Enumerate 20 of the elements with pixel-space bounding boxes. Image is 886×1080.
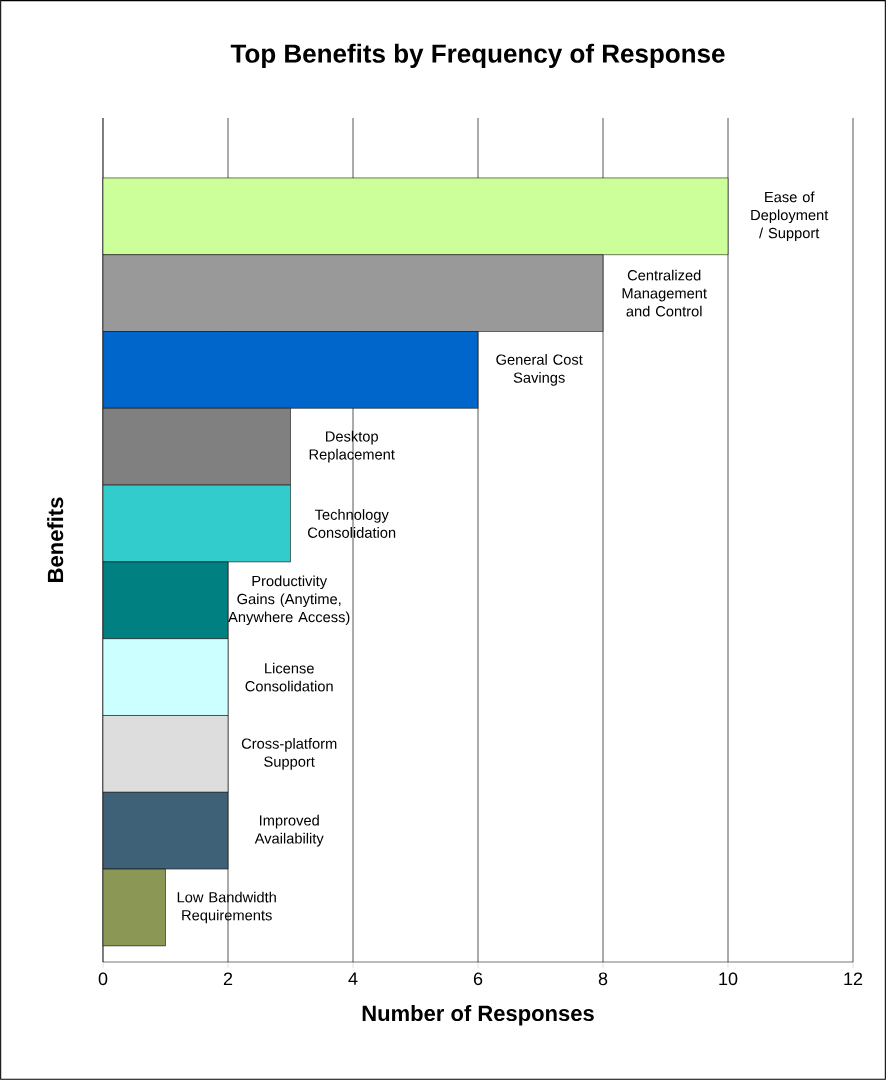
x-tick-label: 8 — [598, 972, 608, 986]
y-tick-label: Technology Consolidation — [308, 509, 396, 538]
x-tick-label: 10 — [719, 972, 738, 986]
y-tick-label: License Consolidation — [245, 662, 333, 692]
x-tick-label: 6 — [473, 972, 483, 986]
y-tick-label: Desktop Replacement — [309, 430, 395, 463]
x-tick-label: 0 — [98, 972, 108, 986]
x-axis-title: Number of Responses — [362, 1004, 594, 1026]
y-tick-label: General Cost Savings — [496, 354, 583, 386]
y-tick-label: Centralized Management and Control — [622, 269, 707, 317]
x-tick-label: 2 — [223, 972, 233, 985]
y-tick-label: Ease of Deployment / Support — [751, 191, 829, 242]
x-tick-label: 12 — [844, 972, 863, 985]
y-tick-label: Productivity Gains (Anytime, Anywhere Access) — [228, 575, 350, 626]
y-tick-label: Improved Availability — [254, 814, 324, 847]
y-tick-label: Cross-platform Support — [241, 738, 337, 770]
x-tick-label: 4 — [348, 972, 358, 985]
y-tick-label: Low Bandwidth Requirements — [177, 891, 276, 924]
chart-title: Top Benefits by Frequency of Response — [230, 43, 725, 68]
y-axis-title: Benefits — [47, 497, 64, 582]
